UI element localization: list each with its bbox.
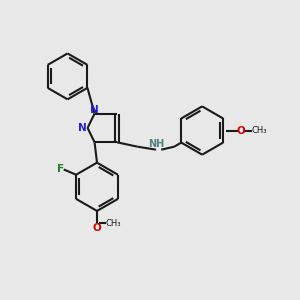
Text: N: N bbox=[90, 105, 99, 115]
Text: NH: NH bbox=[148, 140, 164, 149]
Text: CH₃: CH₃ bbox=[105, 219, 121, 228]
Text: F: F bbox=[57, 164, 64, 174]
Text: N: N bbox=[78, 123, 87, 133]
Text: O: O bbox=[236, 125, 245, 136]
Text: O: O bbox=[93, 223, 101, 233]
Text: CH₃: CH₃ bbox=[251, 126, 267, 135]
